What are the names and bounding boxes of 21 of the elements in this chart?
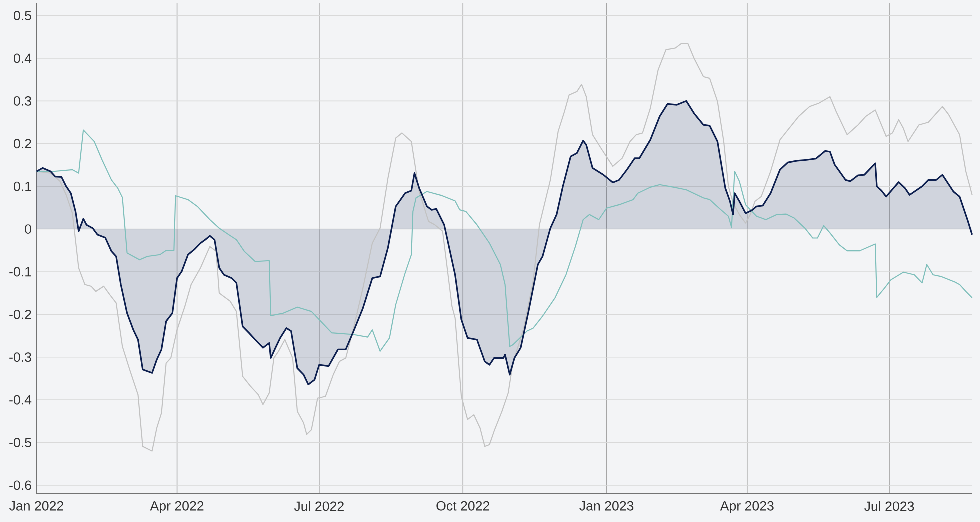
y-tick-label: -0.4 xyxy=(10,395,32,405)
x-tick-label: Jul 2022 xyxy=(294,501,344,512)
y-tick-label: 0.5 xyxy=(14,11,32,21)
x-tick-label: Apr 2023 xyxy=(720,501,774,514)
y-tick-label: 0.3 xyxy=(14,96,32,106)
y-tick-label: 0.2 xyxy=(14,139,32,149)
x-tick-label: Jul 2023 xyxy=(864,501,914,512)
y-tick-label: 0.4 xyxy=(14,54,32,64)
line-series xyxy=(36,43,973,452)
x-tick-label: Oct 2022 xyxy=(436,501,490,511)
y-tick-label: -0.1 xyxy=(10,267,32,277)
x-tick-label: Jan 2023 xyxy=(580,501,634,511)
y-tick-label: -0.2 xyxy=(10,310,32,320)
y-tick-label: 0.1 xyxy=(14,182,32,192)
x-tick-label: Jan 2022 xyxy=(9,501,64,511)
y-tick-label: 0 xyxy=(25,224,32,234)
y-tick-label: -0.5 xyxy=(10,438,32,448)
line-series xyxy=(36,130,973,352)
x-tick-label: Apr 2022 xyxy=(150,501,204,514)
y-tick-label: -0.6 xyxy=(10,480,32,490)
y-tick-label: -0.3 xyxy=(10,352,32,362)
